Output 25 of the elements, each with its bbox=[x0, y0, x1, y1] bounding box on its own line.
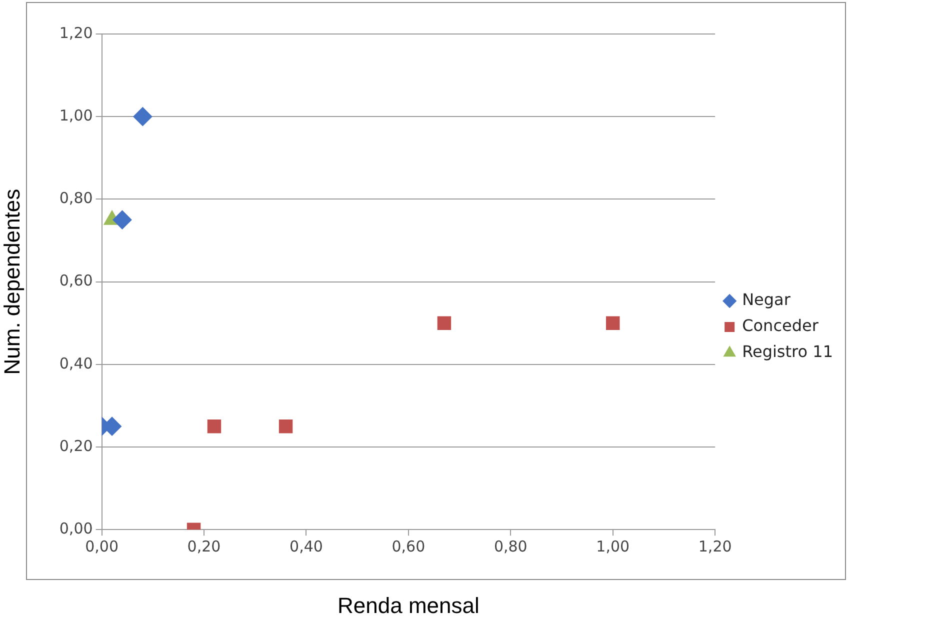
point bbox=[437, 316, 452, 330]
point bbox=[112, 210, 132, 230]
y-tick-label: 0,20 bbox=[59, 436, 93, 455]
x-tick-label: 0,00 bbox=[85, 537, 118, 556]
x-tick-label: 0,40 bbox=[290, 537, 323, 556]
legend-label: Conceder bbox=[742, 316, 819, 336]
x-tick-label: 1,20 bbox=[698, 537, 732, 556]
y-axis-title: Num. dependentes bbox=[0, 188, 24, 375]
y-tick-label: 0,60 bbox=[59, 272, 93, 290]
y-tick-label: 0,40 bbox=[59, 354, 93, 372]
x-tick-label: 0,80 bbox=[494, 537, 528, 556]
x-tick-label: 0,20 bbox=[187, 537, 221, 556]
point bbox=[278, 419, 293, 434]
x-tick-label: 1,00 bbox=[596, 537, 630, 556]
y-tick-label: 0,00 bbox=[59, 519, 93, 538]
legend-label: Negar bbox=[742, 290, 791, 310]
y-tick-label: 1,20 bbox=[59, 24, 93, 42]
point bbox=[133, 107, 152, 126]
y-tick-label: 0,80 bbox=[59, 189, 93, 208]
x-tick-label: 0,60 bbox=[392, 537, 426, 556]
legend-label: Registro 11 bbox=[742, 342, 834, 362]
x-axis-title: Renda mensal bbox=[338, 592, 480, 618]
y-tick-label: 1,00 bbox=[59, 106, 93, 124]
point bbox=[207, 419, 222, 434]
point bbox=[606, 316, 620, 330]
